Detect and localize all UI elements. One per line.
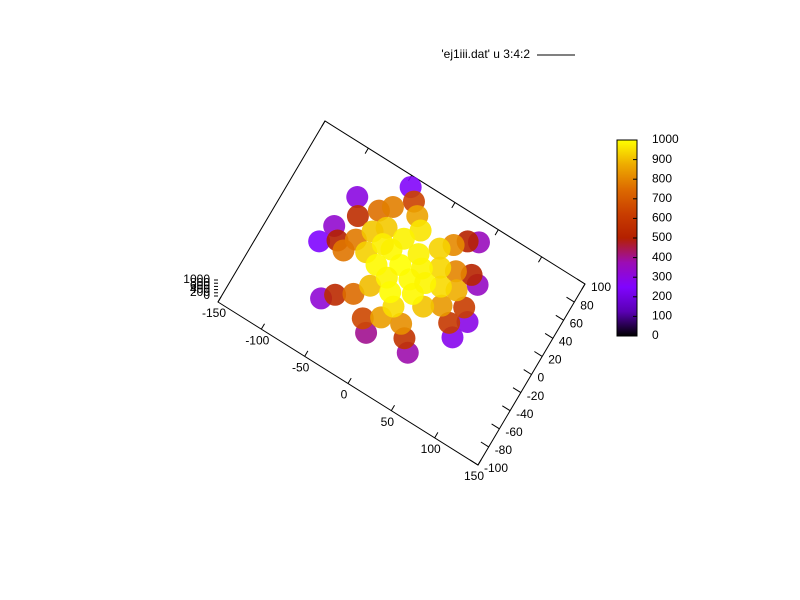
point — [346, 205, 369, 228]
y-tick-label: 80 — [580, 298, 594, 312]
y-tick — [469, 459, 479, 466]
x-tick-label: 0 — [341, 388, 348, 402]
point — [392, 227, 415, 250]
colorbar-tick-label: 200 — [652, 289, 672, 303]
z-tick-label: 400 — [190, 282, 210, 296]
x-tick — [451, 202, 456, 209]
x-tick — [304, 350, 309, 357]
x-tick — [494, 229, 499, 236]
point — [342, 282, 365, 305]
z-tick-label: 800 — [190, 275, 210, 289]
x-tick — [321, 120, 326, 127]
colorbar-tick-label: 1000 — [652, 132, 679, 146]
y-tick-label: 20 — [548, 353, 562, 367]
colorbar-tick-label: 300 — [652, 269, 672, 283]
x-tick-label: -150 — [202, 306, 226, 320]
y-tick — [576, 278, 586, 285]
point — [371, 233, 394, 256]
y-tick — [544, 332, 554, 339]
y-tick — [534, 351, 543, 357]
point — [379, 281, 402, 304]
point — [390, 312, 413, 335]
point — [308, 230, 331, 253]
point — [429, 256, 452, 279]
point — [414, 272, 437, 295]
x-tick — [581, 283, 586, 290]
x-tick-label: 100 — [421, 442, 441, 456]
point — [332, 239, 355, 262]
x-tick-label: -50 — [292, 361, 310, 375]
x-tick — [260, 323, 265, 330]
point — [438, 311, 461, 334]
z-tick-label: 200 — [190, 285, 210, 299]
x-tick-label: 50 — [381, 415, 395, 429]
point — [409, 219, 432, 242]
colorbar-tick-label: 400 — [652, 250, 672, 264]
point — [453, 296, 476, 319]
point — [324, 283, 347, 306]
x-tick-label: 150 — [464, 469, 484, 483]
point — [351, 307, 374, 330]
y-tick — [555, 314, 564, 321]
colorbar-tick-label: 600 — [652, 211, 672, 225]
point — [430, 294, 453, 317]
colorbar-tick-label: 100 — [652, 309, 672, 323]
point — [359, 274, 382, 297]
z-tick-label: 1000 — [183, 272, 210, 286]
x-tick — [477, 459, 482, 466]
point — [346, 186, 369, 209]
y-tick — [512, 387, 522, 394]
y-tick-label: -80 — [495, 443, 513, 457]
x-tick — [538, 256, 543, 263]
z-tick-label: 600 — [190, 279, 210, 293]
y-tick-label: -40 — [516, 407, 534, 421]
colorbar-tick-label: 0 — [652, 328, 659, 342]
y-tick-label: 100 — [591, 280, 611, 294]
y-tick-label: 0 — [538, 371, 545, 385]
x-tick — [434, 432, 439, 439]
x-tick — [364, 147, 369, 154]
y-tick — [566, 296, 575, 303]
y-tick — [523, 369, 532, 375]
y-tick-label: -60 — [505, 425, 523, 439]
y-tick — [491, 423, 500, 430]
x-tick — [347, 377, 352, 384]
y-tick-label: 60 — [570, 316, 584, 330]
point — [365, 253, 388, 276]
y-tick-label: -20 — [527, 389, 545, 403]
colorbar-tick-label: 500 — [652, 230, 672, 244]
x-tick-label: -100 — [245, 333, 269, 347]
y-tick — [502, 405, 511, 412]
colorbar-tick-label: 700 — [652, 191, 672, 205]
y-tick — [480, 441, 489, 448]
point — [381, 196, 404, 219]
x-tick — [390, 404, 395, 411]
colorbar-tick-label: 800 — [652, 171, 672, 185]
y-tick-label: 40 — [559, 334, 573, 348]
z-tick-label: 0 — [203, 288, 210, 302]
legend-label: 'ej1iii.dat' u 3:4:2 — [441, 47, 530, 61]
x-tick — [217, 296, 222, 303]
y-tick-label: -100 — [484, 461, 508, 475]
colorbar-tick-label: 900 — [652, 152, 672, 166]
point — [428, 237, 451, 260]
